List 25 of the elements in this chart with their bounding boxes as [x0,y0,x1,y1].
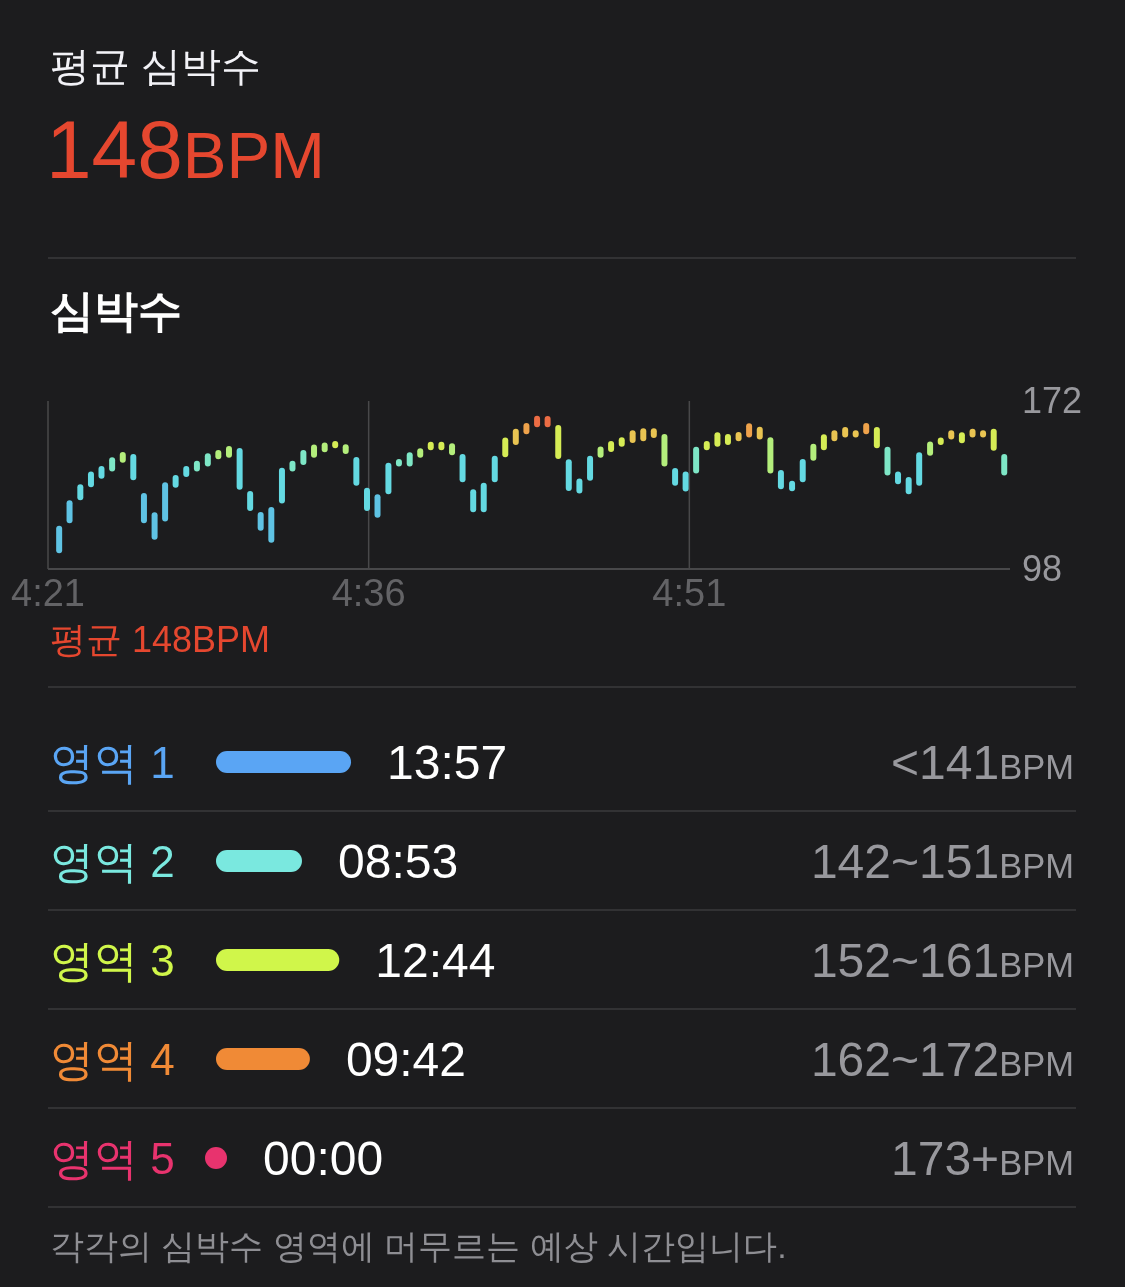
text: 152~161BPM [810,934,1074,987]
text: 평균 심박수 [50,44,262,88]
text: 148BPM [46,104,325,195]
text: 162~172BPM [810,1033,1074,1086]
text: 평균 148BPM [50,619,271,660]
y-tick-label: 98 [1022,548,1063,589]
data-label: 13:57 [387,736,508,789]
data-label: 12:44 [375,934,496,987]
text: 각각의 심박수 영역에 머무르는 예상 시간입니다. [50,1227,787,1265]
x-tick-label: 4:21 [11,572,85,614]
text: 173+BPM [891,1132,1074,1185]
y-tick-label: 영역 3 [50,936,175,985]
x-tick-label: 4:51 [652,572,727,614]
data-label: 00:00 [263,1132,384,1185]
y-tick-label: 172 [1022,380,1083,421]
y-tick-label: 영역 1 [50,738,175,787]
chart-title: 심박수 [50,286,182,335]
text: <141BPM [891,736,1074,789]
data-label: 09:42 [345,1033,467,1086]
y-tick-label: 영역 2 [50,837,175,886]
data-label: 08:53 [337,835,459,888]
text: 142~151BPM [810,835,1074,888]
x-tick-label: 4:36 [331,572,406,614]
y-tick-label: 영역 4 [50,1035,175,1084]
y-tick-label: 영역 5 [50,1134,175,1183]
